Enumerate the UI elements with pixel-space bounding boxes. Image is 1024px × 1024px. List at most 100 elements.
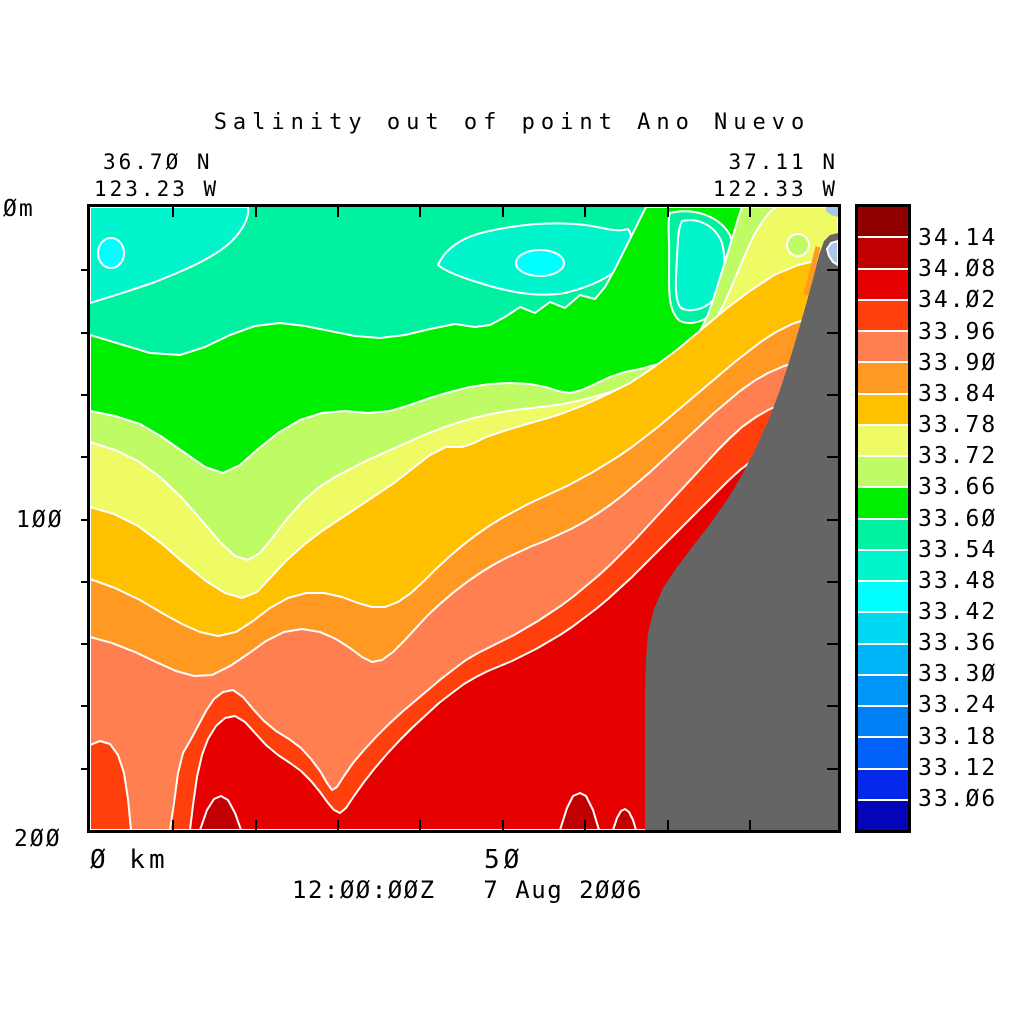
tick-mark	[502, 207, 504, 217]
tick-mark	[172, 820, 174, 830]
colorbar-band	[858, 548, 908, 580]
y-axis-label-200m: 2ØØ	[14, 826, 62, 852]
tick-mark	[81, 768, 90, 770]
colorbar-level-label: 33.12	[918, 754, 998, 781]
tick-mark	[827, 519, 838, 521]
colorbar-level-label: 33.84	[918, 380, 998, 407]
x-axis-label-0km: Ø km	[90, 845, 169, 875]
x-axis-label-50km: 5Ø	[484, 845, 524, 875]
tick-mark	[419, 207, 421, 217]
tick-mark	[827, 768, 838, 770]
tick-mark	[81, 643, 90, 645]
colorbar-level-label: 33.42	[918, 598, 998, 625]
tick-mark	[337, 207, 339, 217]
colorbar-level-label: 34.Ø2	[918, 287, 998, 314]
colorbar-band	[858, 361, 908, 393]
y-axis-label-100m: 1ØØ	[16, 507, 64, 533]
colorbar-band	[858, 298, 908, 330]
colorbar-band	[858, 705, 908, 737]
tick-mark	[749, 820, 751, 830]
colorbar-level-label: 33.6Ø	[918, 505, 998, 532]
colorbar-level-label: 33.54	[918, 536, 998, 563]
y-axis-label-0m: Øm	[3, 196, 35, 222]
tick-mark	[827, 269, 838, 271]
colorbar-level-label: 33.24	[918, 692, 998, 719]
transect-end-latitude: 37.11 N	[728, 150, 838, 174]
tick-mark	[172, 207, 174, 217]
colorbar-band	[858, 423, 908, 455]
pocket-34.08-mid	[559, 792, 600, 830]
colorbar-level-label: 34.14	[918, 225, 998, 252]
page-title: Salinity out of point Ano Nuevo	[213, 110, 811, 135]
tick-mark	[584, 820, 586, 830]
colorbar-level-label: 33.3Ø	[918, 661, 998, 688]
colorbar-band	[858, 236, 908, 268]
tick-mark	[667, 820, 669, 830]
colorbar-band	[858, 736, 908, 768]
pocket-33.66-coast	[786, 233, 810, 257]
transect-end-longitude: 122.33 W	[712, 177, 838, 201]
colorbar-level-label: 33.48	[918, 567, 998, 594]
pocket-34.08-east	[612, 808, 637, 830]
colorbar-band	[858, 455, 908, 487]
colorbar-band	[858, 642, 908, 674]
colorbar-level-label: 33.9Ø	[918, 349, 998, 376]
colorbar-band	[858, 207, 908, 237]
tick-mark	[827, 332, 838, 334]
colorbar-band	[858, 580, 908, 612]
contour-plot-area	[87, 204, 841, 833]
tick-mark	[827, 456, 838, 458]
tick-mark	[827, 643, 838, 645]
tick-mark	[584, 207, 586, 217]
colorbar-band	[858, 330, 908, 362]
valid-time-label: 12:ØØ:ØØZ 7 Aug 2ØØ6	[292, 876, 643, 904]
colorbar-level-label: 33.Ø6	[918, 785, 998, 812]
tick-mark	[827, 394, 838, 396]
colorbar-level-label: 33.36	[918, 630, 998, 657]
colorbar-band	[858, 267, 908, 299]
tick-mark	[81, 581, 90, 583]
colorbar-band	[858, 611, 908, 643]
tick-mark	[81, 394, 90, 396]
tick-mark	[81, 705, 90, 707]
colorbar-level-label: 33.78	[918, 412, 998, 439]
corner-blue-patch-upper	[826, 207, 838, 217]
pocket-33.42-center	[515, 249, 565, 277]
transect-start-longitude: 123.23 W	[94, 177, 220, 201]
tick-mark	[81, 269, 90, 271]
colorbar-band	[858, 392, 908, 424]
tick-mark	[81, 519, 90, 521]
colorbar-band	[858, 767, 908, 799]
pocket-33.42-topleft	[97, 237, 125, 269]
tick-mark	[255, 820, 257, 830]
tick-mark	[419, 820, 421, 830]
pocket-33.48-topleft	[90, 207, 250, 304]
colorbar-level-label: 33.96	[918, 318, 998, 345]
pocket-34.08-west	[199, 795, 242, 830]
colorbar-band	[858, 798, 908, 830]
colorbar	[855, 204, 911, 833]
corner-blue-patch-lower	[826, 240, 838, 266]
coastal-orange-sliver	[803, 246, 821, 296]
tick-mark	[749, 207, 751, 217]
colorbar-band	[858, 486, 908, 518]
pocket-core-33.48	[674, 219, 726, 312]
tick-mark	[337, 820, 339, 830]
colorbar-band	[858, 673, 908, 705]
tick-mark	[502, 820, 504, 830]
colorbar-level-label: 34.Ø8	[918, 256, 998, 283]
tick-mark	[255, 207, 257, 217]
colorbar-level-label: 33.72	[918, 443, 998, 470]
tick-mark	[827, 705, 838, 707]
tick-mark	[827, 581, 838, 583]
seafloor-land-mask	[645, 233, 838, 830]
salinity-contour-svg	[90, 207, 838, 830]
tick-mark	[667, 207, 669, 217]
tick-mark	[81, 332, 90, 334]
colorbar-level-label: 33.66	[918, 474, 998, 501]
colorbar-band	[858, 517, 908, 549]
colorbar-level-label: 33.18	[918, 723, 998, 750]
tick-mark	[81, 456, 90, 458]
transect-start-latitude: 36.7Ø N	[103, 150, 213, 174]
